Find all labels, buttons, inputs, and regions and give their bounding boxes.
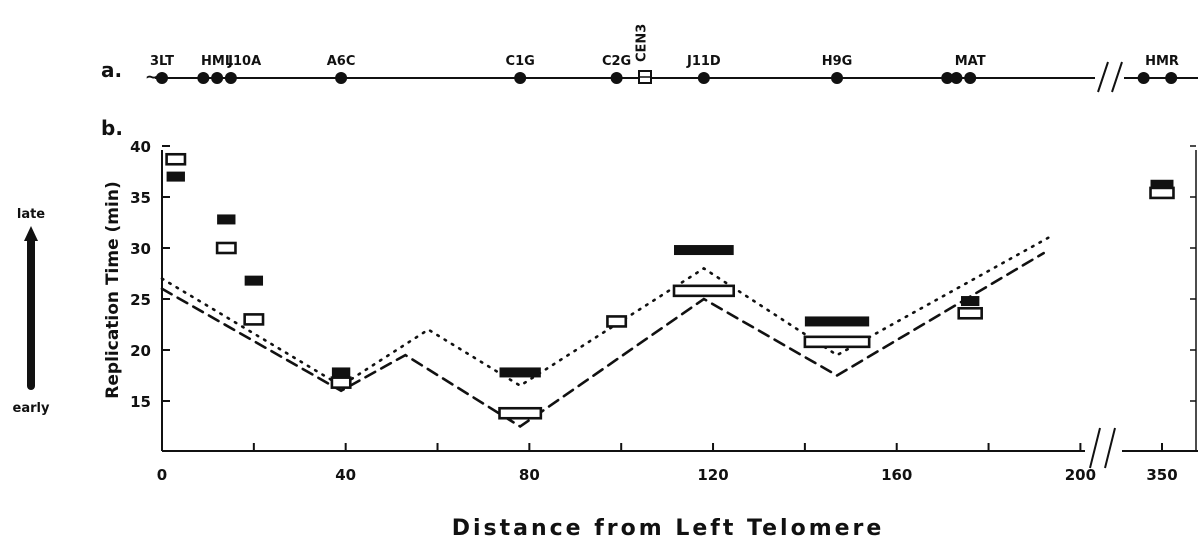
marker-label: C1G <box>506 54 535 69</box>
axes <box>161 150 1198 469</box>
y-axis-title: Replication Time (min) <box>103 181 123 398</box>
marker-label: J11D <box>686 54 721 69</box>
y-tick-label: 25 <box>130 291 151 309</box>
x-tick-label: 80 <box>519 466 540 484</box>
late-early-arrow: late early <box>13 207 50 416</box>
open-bar <box>1149 186 1175 200</box>
filled-bar <box>217 214 236 225</box>
marker-label: J10A <box>227 54 261 69</box>
filled-bar <box>1150 179 1174 190</box>
y-tick-label: 15 <box>130 393 151 411</box>
marker-label: H9G <box>822 54 853 69</box>
locus-dot <box>211 72 224 84</box>
locus-dot <box>941 72 954 84</box>
x-ticks: 0 40 80 120 160 200 350 <box>157 443 1178 484</box>
locus-dot <box>156 72 168 84</box>
marker-label: C2G <box>602 54 631 69</box>
filled-bar <box>244 275 264 286</box>
x-axis-break-1 <box>1089 427 1101 469</box>
open-bar <box>330 376 352 389</box>
open-bar <box>606 315 628 328</box>
locus-dot <box>335 72 348 84</box>
marker-label: HMR <box>1145 54 1179 69</box>
open-bar <box>215 241 237 255</box>
panel-b-label: b. <box>101 116 123 140</box>
locus-dot <box>831 72 844 84</box>
x-tick-label: 120 <box>697 466 728 484</box>
marker-label: 3LT <box>150 54 174 69</box>
locus-dot <box>697 72 710 84</box>
y-tick-label: 35 <box>130 189 151 207</box>
dashed-profile-line <box>160 251 1045 429</box>
locus-dot <box>950 72 963 84</box>
locus-dot <box>610 72 623 84</box>
y-tick-label: 20 <box>130 342 151 360</box>
open-bar <box>672 284 736 298</box>
arrow-label-late: late <box>17 207 45 222</box>
marker-label: MAT <box>955 54 986 69</box>
y-tick-label: 30 <box>130 240 151 258</box>
y-ticks: 15 20 25 30 35 40 <box>130 138 1196 411</box>
marker-label: A6C <box>327 54 356 69</box>
locus-dot <box>514 72 527 84</box>
x-tick-label: 0 <box>157 466 167 484</box>
arrow-label-early: early <box>13 401 50 416</box>
filled-bar <box>674 245 734 256</box>
open-bar <box>165 152 187 166</box>
x-tick-label: 160 <box>881 466 912 484</box>
open-bar <box>498 406 543 420</box>
x-axis-title: Distance from Left Telomere <box>452 516 885 541</box>
panel-a-label: a. <box>101 58 122 82</box>
locus-dot <box>1165 72 1178 84</box>
x-tick-label: 40 <box>335 466 356 484</box>
locus-dot <box>964 72 977 84</box>
filled-bar <box>166 171 185 182</box>
x-tick-label: 350 <box>1146 466 1177 484</box>
filled-bar <box>804 316 870 327</box>
filled-bar <box>499 367 541 378</box>
y-tick-label: 40 <box>130 138 151 156</box>
locus-dot <box>224 72 237 84</box>
open-bar <box>803 335 871 349</box>
tilde-glyph: ~ <box>145 67 158 86</box>
marker-label: HML <box>201 54 233 69</box>
locus-dot <box>197 72 210 84</box>
locus-dot <box>1137 72 1150 84</box>
x-axis-break-2 <box>1104 427 1116 469</box>
open-bar <box>957 306 983 320</box>
filled-bar <box>961 296 980 307</box>
x-tick-label: 200 <box>1065 466 1096 484</box>
open-bar <box>243 313 265 326</box>
filled-bar <box>331 367 351 378</box>
chromosome-break-1 <box>1097 61 1109 93</box>
chart-lines <box>160 236 1050 429</box>
marker-label: CEN3 <box>635 24 650 62</box>
chromosome-break-2 <box>1111 61 1123 93</box>
chart-marks <box>165 152 1175 420</box>
